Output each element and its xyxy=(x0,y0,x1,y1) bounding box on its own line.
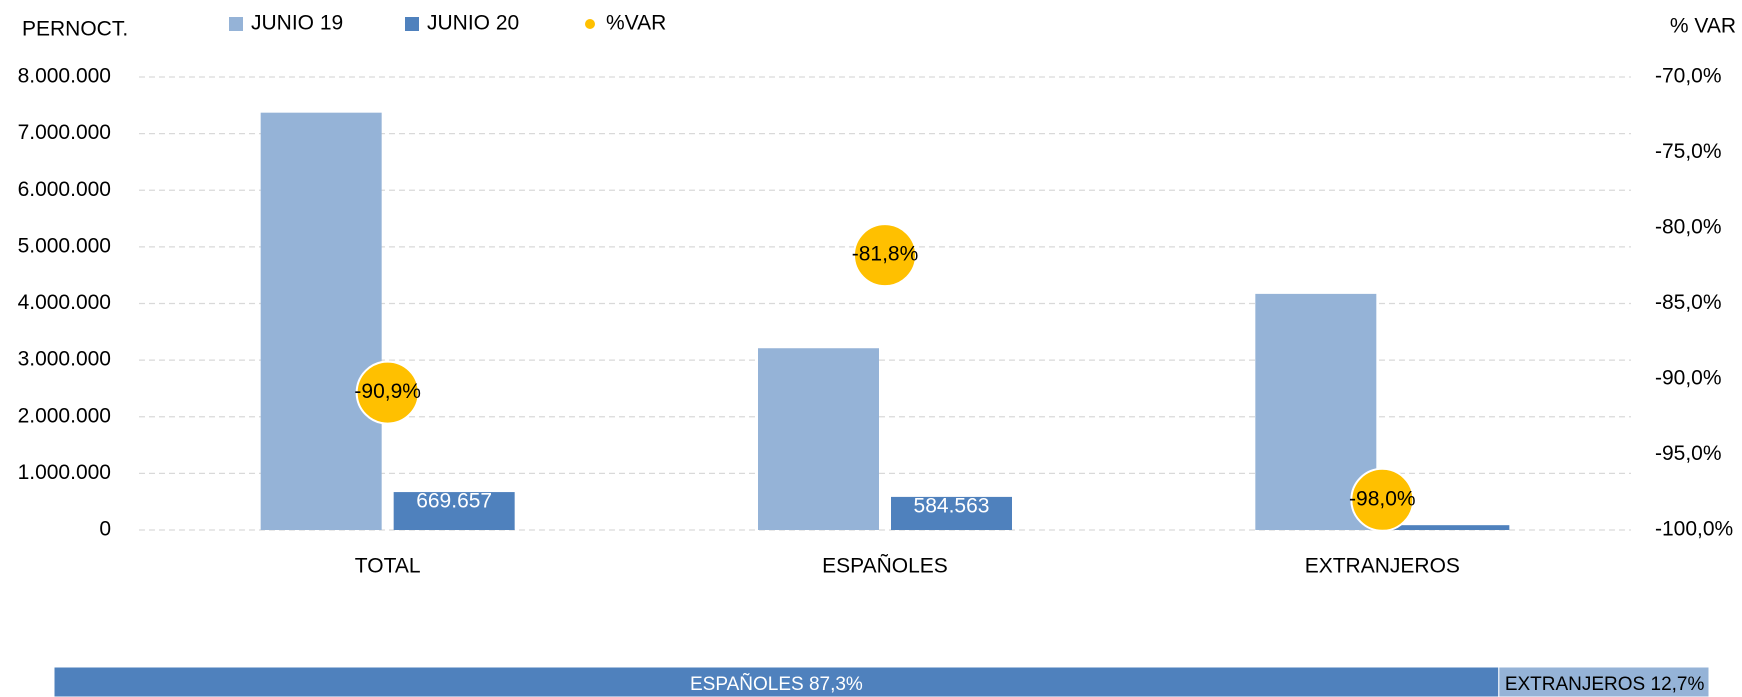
bar xyxy=(891,496,1012,530)
x-tick-label: ESPAÑOLES xyxy=(822,554,948,578)
y-tick-label: 5.000.000 xyxy=(18,234,111,257)
y2-tick-label: -90,0% xyxy=(1655,367,1722,390)
y2-axis-title: % VAR xyxy=(1670,15,1736,38)
legend-label: JUNIO 19 xyxy=(251,12,343,35)
x-tick-label: TOTAL xyxy=(355,555,421,578)
bar xyxy=(758,348,879,530)
segment-label: EXTRANJEROS 12,7% xyxy=(1505,674,1705,695)
legend-marker xyxy=(229,17,243,31)
data-label: 669.657 xyxy=(416,490,492,513)
point xyxy=(355,360,420,425)
legend-marker xyxy=(405,17,419,31)
y-tick-label: 4.000.000 xyxy=(18,291,111,314)
data-label: -98,0% xyxy=(1349,487,1416,510)
data-label: 584.563 xyxy=(914,494,990,517)
y2-tick-label: -70,0% xyxy=(1655,65,1722,88)
y-axis-title: PERNOCT. xyxy=(22,18,128,41)
y-tick-label: 3.000.000 xyxy=(18,348,111,371)
point xyxy=(853,223,917,288)
y2-tick-label: -80,0% xyxy=(1655,216,1722,239)
x-tick-label: EXTRANJEROS xyxy=(1305,555,1460,578)
y2-tick-label: -85,0% xyxy=(1655,291,1722,314)
y2-tick-label: -100,0% xyxy=(1655,518,1733,541)
data-label: -81,8% xyxy=(852,243,919,266)
y-tick-label: 7.000.000 xyxy=(18,121,111,144)
legend-label: JUNIO 20 xyxy=(427,12,519,35)
segment-label: ESPAÑOLES 87,3% xyxy=(690,673,863,695)
y-tick-label: 8.000.000 xyxy=(18,65,111,88)
bar xyxy=(1388,525,1510,530)
y-tick-label: 6.000.000 xyxy=(18,178,111,201)
share-segment xyxy=(53,666,1500,697)
bar xyxy=(393,492,515,530)
y2-tick-label: -95,0% xyxy=(1655,442,1722,465)
legend-marker xyxy=(585,19,595,29)
point xyxy=(1350,467,1415,532)
share-segment xyxy=(1498,666,1710,697)
y-tick-label: 1.000.000 xyxy=(18,461,111,484)
bar xyxy=(260,112,382,530)
data-label: -90,9% xyxy=(354,380,421,403)
y2-tick-label: -75,0% xyxy=(1655,140,1722,163)
y-tick-label: 2.000.000 xyxy=(18,404,111,427)
legend-label: %VAR xyxy=(606,12,666,35)
y-tick-label: 0 xyxy=(99,518,111,541)
